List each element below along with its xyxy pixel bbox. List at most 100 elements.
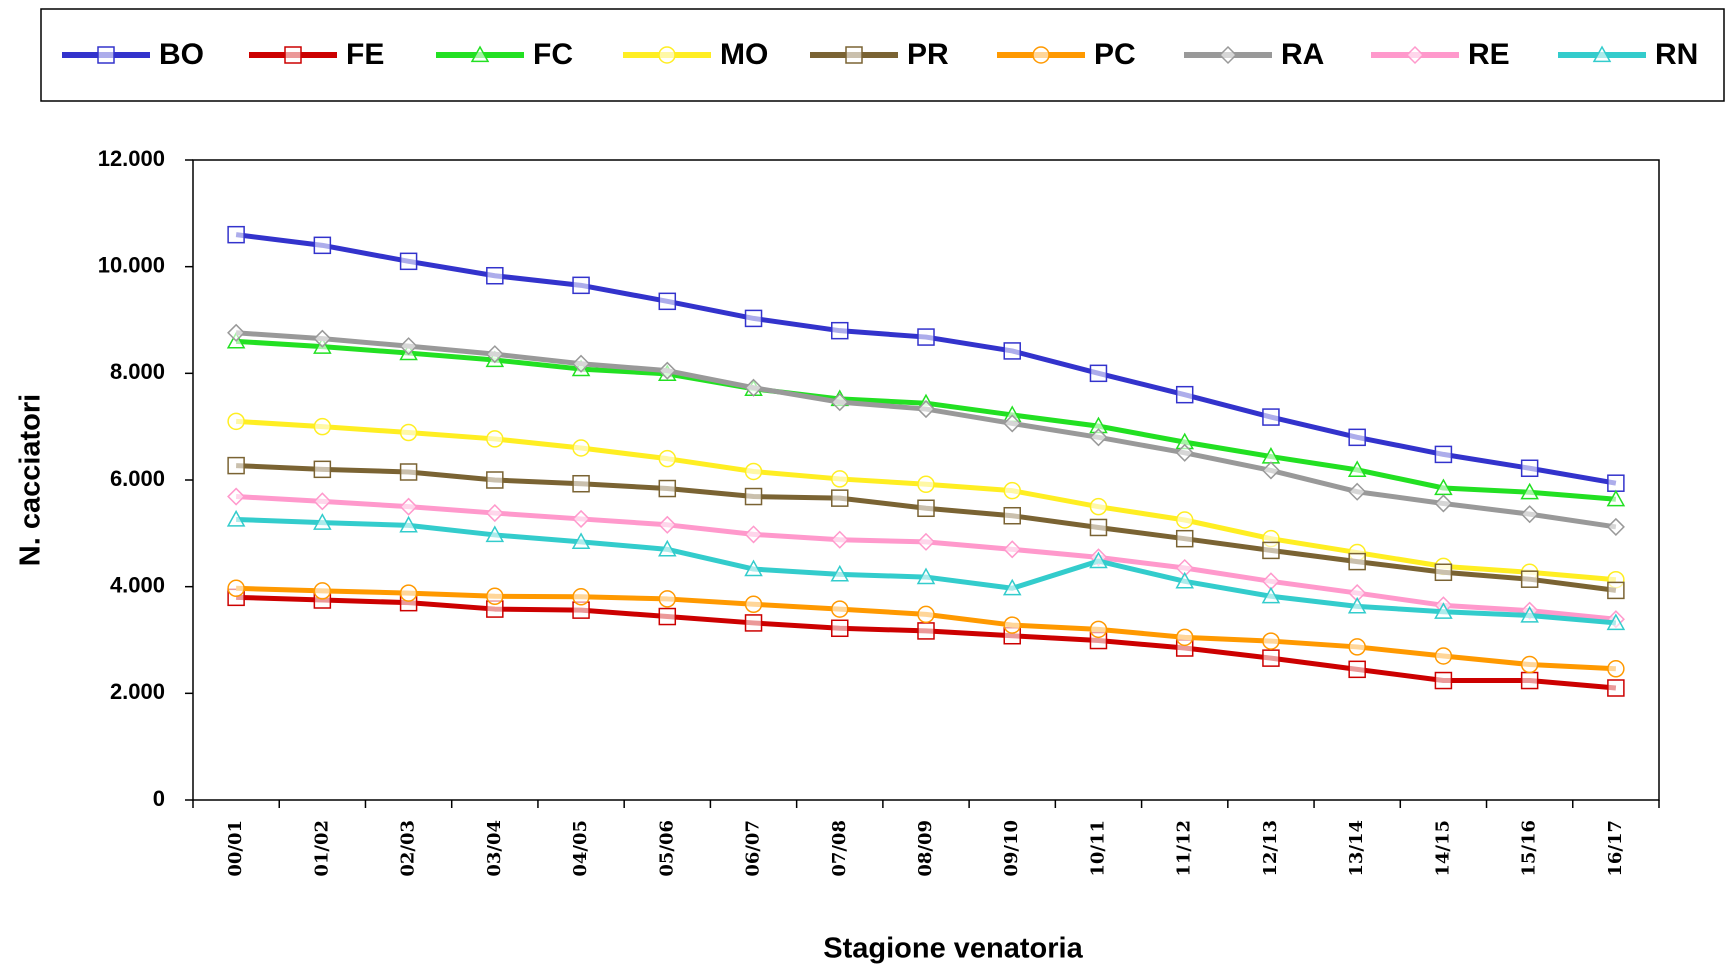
- point: [399, 584, 418, 602]
- point: [1607, 660, 1625, 678]
- y-tick-label: 10.000: [98, 252, 165, 277]
- legend-marker: [1592, 45, 1612, 63]
- legend-label: RE: [1468, 38, 1510, 71]
- point: [658, 590, 677, 608]
- point: [1262, 541, 1280, 560]
- point: [744, 595, 763, 614]
- point: [1175, 385, 1194, 404]
- point: [227, 579, 245, 598]
- point: [1348, 552, 1366, 571]
- point: [1606, 613, 1626, 631]
- legend-label: PC: [1094, 38, 1136, 71]
- legend-marker: [1405, 45, 1425, 65]
- x-tick-label: 10/11: [1087, 820, 1108, 877]
- y-tick-label: 2.000: [110, 679, 165, 704]
- point: [1175, 571, 1194, 589]
- point: [658, 292, 677, 311]
- point: [1003, 414, 1022, 433]
- point: [830, 530, 849, 549]
- y-tick-label: 8.000: [110, 359, 165, 384]
- point: [1003, 506, 1021, 525]
- point: [571, 532, 591, 550]
- point: [744, 487, 763, 506]
- x-tick-label: 02/03: [398, 820, 419, 877]
- point: [744, 378, 763, 397]
- legend-label: BO: [159, 38, 204, 71]
- legend-label: FE: [346, 38, 384, 71]
- point: [1262, 408, 1280, 426]
- legend-label: RN: [1655, 38, 1698, 71]
- point: [485, 525, 505, 543]
- point: [313, 329, 332, 348]
- x-tick-label: 04/05: [570, 820, 591, 877]
- point: [572, 276, 590, 295]
- x-tick-label: 09/10: [1001, 820, 1022, 877]
- x-axis-title: Stagione venatoria: [823, 933, 1083, 965]
- point: [399, 423, 418, 442]
- point: [658, 479, 677, 498]
- point: [1261, 461, 1281, 480]
- point: [313, 513, 332, 530]
- x-tick-label: 15/16: [1519, 820, 1540, 877]
- point: [1434, 563, 1453, 582]
- point: [1348, 660, 1366, 679]
- x-tick-label: 00/01: [225, 820, 246, 877]
- point: [831, 321, 849, 340]
- point: [1607, 474, 1625, 492]
- point: [399, 337, 418, 356]
- point: [1434, 478, 1453, 496]
- point: [916, 532, 936, 551]
- point: [1347, 596, 1367, 614]
- point: [744, 462, 763, 481]
- point: [1520, 605, 1539, 623]
- point: [572, 439, 590, 457]
- x-tick-label: 06/07: [743, 820, 764, 877]
- point: [1520, 505, 1539, 524]
- x-tick-label: 07/08: [829, 820, 850, 877]
- x-tick-label: 11/12: [1174, 820, 1195, 877]
- y-tick-label: 0: [153, 786, 165, 811]
- point: [399, 515, 418, 533]
- legend-label: MO: [720, 38, 768, 71]
- y-tick-label: 12.000: [98, 146, 165, 171]
- point: [227, 456, 245, 475]
- point: [1175, 443, 1194, 462]
- point: [744, 525, 763, 544]
- legend-label: PR: [907, 38, 949, 71]
- y-axis-title: N. cacciatori: [15, 394, 47, 566]
- point: [1175, 511, 1194, 529]
- point: [1434, 602, 1453, 619]
- point: [658, 449, 677, 468]
- point: [916, 567, 936, 585]
- point: [830, 564, 850, 582]
- point: [1606, 489, 1626, 507]
- point: [1175, 529, 1194, 548]
- point: [1089, 620, 1108, 639]
- point: [658, 539, 677, 557]
- point: [399, 252, 418, 271]
- legend-marker: [1032, 46, 1050, 64]
- legend-marker: [845, 46, 863, 64]
- point: [1003, 481, 1021, 500]
- point: [1348, 428, 1366, 447]
- point: [572, 474, 590, 493]
- point: [1175, 628, 1194, 647]
- legend-marker: [1218, 45, 1238, 65]
- legend-label: RA: [1281, 38, 1324, 71]
- point: [1262, 649, 1280, 667]
- point: [226, 509, 246, 527]
- point: [658, 361, 677, 380]
- point: [1261, 586, 1281, 604]
- point: [486, 587, 504, 606]
- x-tick-label: 08/09: [915, 820, 936, 877]
- point: [572, 588, 590, 606]
- point: [486, 430, 504, 448]
- x-tick-label: 16/17: [1605, 820, 1626, 877]
- legend-marker: [284, 46, 302, 64]
- point: [571, 509, 591, 528]
- x-tick-label: 01/02: [311, 820, 332, 877]
- point: [227, 323, 246, 342]
- point: [917, 475, 935, 494]
- point: [1089, 551, 1108, 569]
